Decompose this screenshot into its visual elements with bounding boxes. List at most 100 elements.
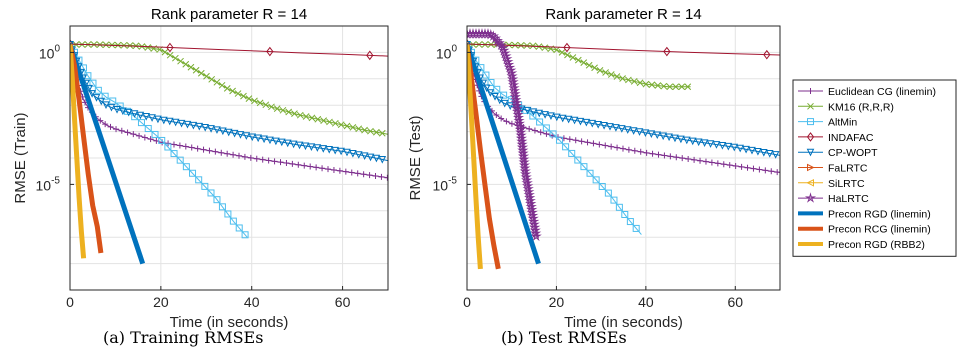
marker-cp-wopt — [486, 89, 495, 97]
marker-euclidean-cg-linemin — [756, 166, 763, 173]
marker-cp-wopt — [272, 137, 280, 146]
marker-euclidean-cg-linemin — [313, 164, 320, 171]
caption-test: (b) Test RMSEs — [501, 328, 627, 347]
marker-km16-r-r-r — [187, 63, 195, 71]
marker-cp-wopt — [254, 134, 262, 143]
marker-cp-wopt — [102, 101, 110, 110]
marker-cp-wopt — [360, 152, 369, 161]
legend-item-precon-rgd-linemin: Precon RGD (linemin) — [798, 208, 931, 220]
marker-cp-wopt — [124, 108, 133, 117]
marker-euclidean-cg-linemin — [560, 135, 567, 142]
marker-cp-wopt — [600, 122, 608, 130]
marker-altmin — [195, 176, 203, 184]
marker-cp-wopt — [506, 102, 515, 110]
marker-km16-r-r-r — [177, 57, 184, 65]
marker-euclidean-cg-linemin — [750, 165, 757, 172]
marker-euclidean-cg-linemin — [643, 149, 650, 156]
marker-altmin — [555, 136, 563, 144]
marker-km16-r-r-r — [564, 51, 571, 59]
marker-cp-wopt — [594, 120, 602, 129]
legend-item-precon-rcg-linemin: Precon RCG (linemin) — [798, 224, 931, 236]
marker-cp-wopt — [742, 145, 750, 154]
marker-cp-wopt — [754, 147, 762, 156]
marker-cp-wopt — [343, 148, 351, 157]
marker-euclidean-cg-linemin — [265, 157, 272, 164]
marker-cp-wopt — [307, 143, 316, 151]
marker-km16-r-r-r — [585, 61, 593, 69]
marker-km16-r-r-r — [569, 54, 577, 61]
x-tick-label: 0 — [463, 294, 471, 310]
x-tick-label: 20 — [153, 294, 169, 310]
series-line-precon-rgd-rbb2 — [70, 44, 87, 259]
marker-cp-wopt — [623, 126, 632, 134]
marker-altmin — [84, 72, 92, 80]
marker-euclidean-cg-linemin — [118, 127, 125, 134]
x-axis-label: Time (in seconds) — [564, 314, 683, 331]
marker-cp-wopt — [582, 118, 591, 127]
marker-euclidean-cg-linemin — [590, 140, 597, 147]
marker-cp-wopt — [665, 133, 673, 142]
marker-euclidean-cg-linemin — [289, 160, 296, 167]
marker-euclidean-cg-linemin — [685, 155, 692, 162]
marker-altmin — [151, 130, 159, 138]
legend-marker — [804, 192, 817, 203]
marker-euclidean-cg-linemin — [206, 147, 213, 154]
marker-euclidean-cg-linemin — [566, 136, 573, 143]
marker-cp-wopt — [165, 117, 174, 126]
marker-km16-r-r-r — [291, 110, 298, 118]
marker-altmin — [477, 64, 485, 72]
marker-km16-r-r-r — [636, 79, 644, 87]
marker-euclidean-cg-linemin — [498, 115, 505, 122]
x-tick-label: 0 — [66, 294, 74, 310]
marker-cp-wopt — [700, 139, 709, 148]
marker-euclidean-cg-linemin — [113, 126, 120, 133]
marker-euclidean-cg-linemin — [384, 174, 388, 181]
marker-euclidean-cg-linemin — [608, 143, 615, 150]
marker-euclidean-cg-linemin — [578, 138, 585, 145]
marker-cp-wopt — [301, 142, 310, 151]
y-axis-label: RMSE (Train) — [12, 112, 29, 203]
marker-km16-r-r-r — [602, 69, 609, 76]
marker-km16-r-r-r — [251, 97, 258, 105]
marker-halrtc — [530, 230, 542, 242]
marker-euclidean-cg-linemin — [493, 111, 500, 118]
marker-euclidean-cg-linemin — [253, 155, 260, 162]
marker-euclidean-cg-linemin — [259, 156, 266, 163]
legend-label: FaLRTC — [828, 163, 868, 175]
legend-marker — [806, 178, 814, 187]
marker-euclidean-cg-linemin — [649, 150, 656, 157]
marker-euclidean-cg-linemin — [572, 137, 579, 144]
marker-altmin — [621, 210, 629, 218]
marker-km16-r-r-r — [320, 117, 327, 124]
marker-cp-wopt — [682, 136, 691, 145]
marker-cp-wopt — [236, 131, 245, 139]
marker-halrtc — [482, 28, 494, 39]
grid — [466, 25, 780, 291]
marker-euclidean-cg-linemin — [655, 151, 662, 158]
marker-km16-r-r-r — [240, 92, 247, 100]
legend: Euclidean CG (linemin) KM16 (R,R,R) AltMin… — [792, 79, 957, 257]
marker-altmin — [626, 218, 634, 226]
marker-cp-wopt — [541, 111, 549, 119]
marker-euclidean-cg-linemin — [348, 169, 355, 176]
marker-cp-wopt — [289, 140, 298, 149]
marker-km16-r-r-r — [273, 105, 281, 112]
marker-cp-wopt — [706, 140, 715, 148]
marker-cp-wopt — [677, 135, 685, 144]
marker-altmin — [574, 156, 582, 164]
marker-altmin — [568, 149, 576, 157]
axes-box — [69, 25, 389, 291]
marker-altmin — [500, 91, 508, 99]
marker-cp-wopt — [148, 114, 156, 122]
marker-euclidean-cg-linemin — [531, 127, 538, 134]
marker-cp-wopt — [547, 112, 555, 120]
y-tick-label: 10-5 — [36, 175, 61, 193]
marker-cp-wopt — [491, 92, 499, 101]
marker-cp-wopt — [576, 117, 585, 126]
legend-item-km16-r-r-r: KM16 (R,R,R) — [798, 101, 894, 113]
legend-marker — [807, 118, 814, 126]
series-line-precon-rgd-rbb2 — [467, 44, 483, 270]
marker-cp-wopt — [130, 110, 139, 118]
marker-km16-r-r-r — [279, 106, 287, 114]
marker-km16-r-r-r — [672, 83, 680, 91]
